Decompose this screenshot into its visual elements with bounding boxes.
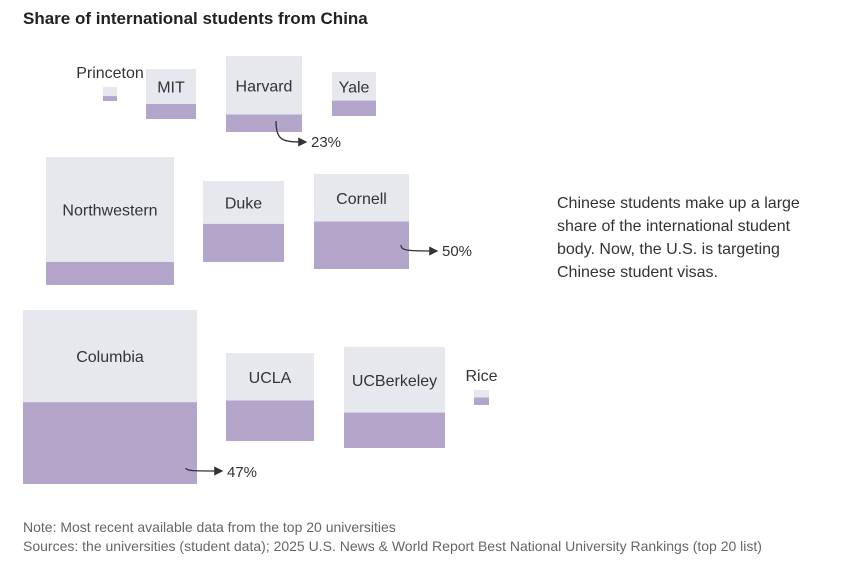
square-china-share-rice [474,397,489,405]
square-label-mit: MIT [157,80,185,97]
square-china-share-cornell [314,221,409,269]
annotation-columbia: 47% [185,464,257,481]
square-yale: Yale [332,72,376,116]
square-ucla: UCLA [226,353,314,441]
square-china-share-yale [332,100,376,116]
annotation-arrow-cornell [400,244,439,256]
square-harvard: Harvard [226,56,302,132]
square-label-ucberkeley: UCBerkeley [352,373,437,390]
square-label-harvard: Harvard [236,78,293,95]
square-princeton: Princeton [76,65,144,101]
square-ucberkeley: UCBerkeley [344,347,445,448]
square-china-share-duke [203,223,284,262]
square-china-share-harvard [226,114,302,132]
annotation-label-cornell: 50% [442,243,472,260]
square-china-share-ucberkeley [344,412,445,448]
footer-note: Note: Most recent available data from th… [23,519,396,535]
callout-text: Chinese students make up a large share o… [557,195,800,281]
annotation-harvard: 23% [275,120,341,151]
square-mit: MIT [146,69,196,119]
square-label-rice: Rice [465,368,497,385]
annotation-label-harvard: 23% [311,134,341,151]
square-columbia: Columbia [23,310,197,484]
annotation-label-columbia: 47% [227,464,257,481]
square-label-ucla: UCLA [249,370,292,387]
square-label-northwestern: Northwestern [62,202,157,219]
square-china-share-northwestern [46,261,174,285]
square-china-share-mit [146,104,196,119]
annotation-arrow-columbia [185,466,224,476]
square-label-yale: Yale [339,79,370,96]
squares-layer: Princeton MIT Harvard Yale Northwestern Duke C… [23,56,498,484]
square-rice: Rice [465,368,498,405]
square-label-columbia: Columbia [76,349,144,366]
annotations-layer: 23% 50% 47% [185,120,472,481]
square-china-share-columbia [23,402,197,484]
square-china-share-princeton [103,96,117,101]
annotation-arrow-harvard [275,120,308,147]
chart-footer: Note: Most recent available data from th… [23,518,762,556]
annotation-cornell: 50% [400,243,472,260]
square-cornell: Cornell [314,174,409,269]
square-label-princeton: Princeton [76,65,144,82]
square-duke: Duke [203,181,284,262]
chart-title: Share of international students from Chi… [23,9,368,28]
footer-sources: Sources: the universities (student data)… [23,538,762,554]
square-label-duke: Duke [225,195,262,212]
square-northwestern: Northwestern [46,157,174,285]
square-label-cornell: Cornell [336,191,387,208]
square-china-share-ucla [226,400,314,441]
